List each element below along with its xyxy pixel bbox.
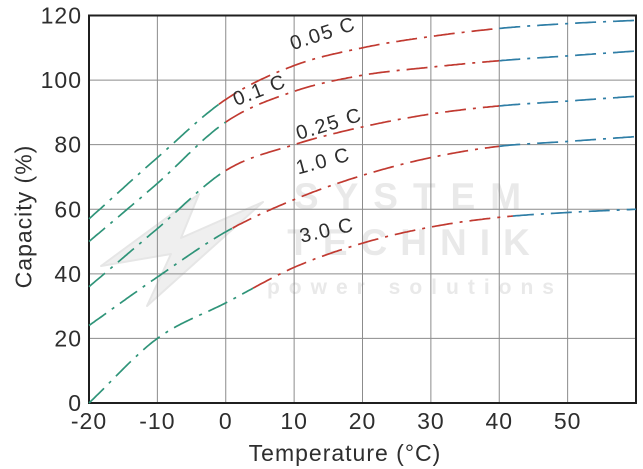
x-tick-label: 50	[554, 408, 582, 434]
y-tick-label: 80	[54, 132, 82, 158]
curve-label-0.05C: 0.05 C	[287, 13, 358, 55]
curve-3.0C	[512, 208, 636, 217]
curve-label-1.0C: 1.0 C	[294, 144, 353, 180]
x-axis-title: Temperature (°C)	[248, 440, 442, 466]
y-tick-label: 120	[41, 3, 82, 29]
watermark-text-line2: TECHNIK	[287, 222, 543, 263]
y-tick-label: 0	[68, 390, 82, 416]
watermark-text-line1: SYSTEM	[293, 176, 537, 217]
curve-1.0C	[499, 135, 637, 148]
y-tick-label: 60	[54, 196, 82, 222]
x-tick-label: 10	[280, 408, 308, 434]
x-tick-label: -20	[71, 408, 107, 434]
x-tick-label: 30	[417, 408, 445, 434]
curve-3.0C	[252, 215, 513, 289]
x-tick-label: 20	[349, 408, 377, 434]
curve-0.05C	[499, 19, 637, 30]
curve-label-0.25C: 0.25 C	[294, 104, 365, 145]
curve-0.1C	[225, 59, 500, 123]
watermark-logo-icon	[100, 193, 264, 307]
curve-0.1C	[499, 50, 637, 62]
curve-3.0C	[88, 287, 254, 404]
curve-0.25C	[225, 105, 500, 172]
curve-label-3.0C: 3.0 C	[298, 214, 357, 248]
curve-0.25C	[88, 169, 227, 288]
y-axis-title: Capacity (%)	[10, 144, 37, 289]
curve-1.0C	[88, 227, 233, 327]
y-tick-label: 40	[54, 261, 82, 287]
y-tick-label: 20	[54, 325, 82, 351]
y-tick-label: 100	[41, 67, 82, 93]
watermark-text-line3: power solutions	[266, 276, 563, 299]
x-tick-label: -10	[139, 408, 175, 434]
curve-0.1C	[88, 121, 227, 243]
curve-1.0C	[232, 145, 500, 229]
x-tick-label: 0	[219, 408, 233, 434]
curve-0.05C	[88, 103, 220, 220]
curve-0.25C	[499, 95, 637, 107]
curve-0.05C	[218, 27, 500, 105]
x-tick-label: 40	[485, 408, 513, 434]
